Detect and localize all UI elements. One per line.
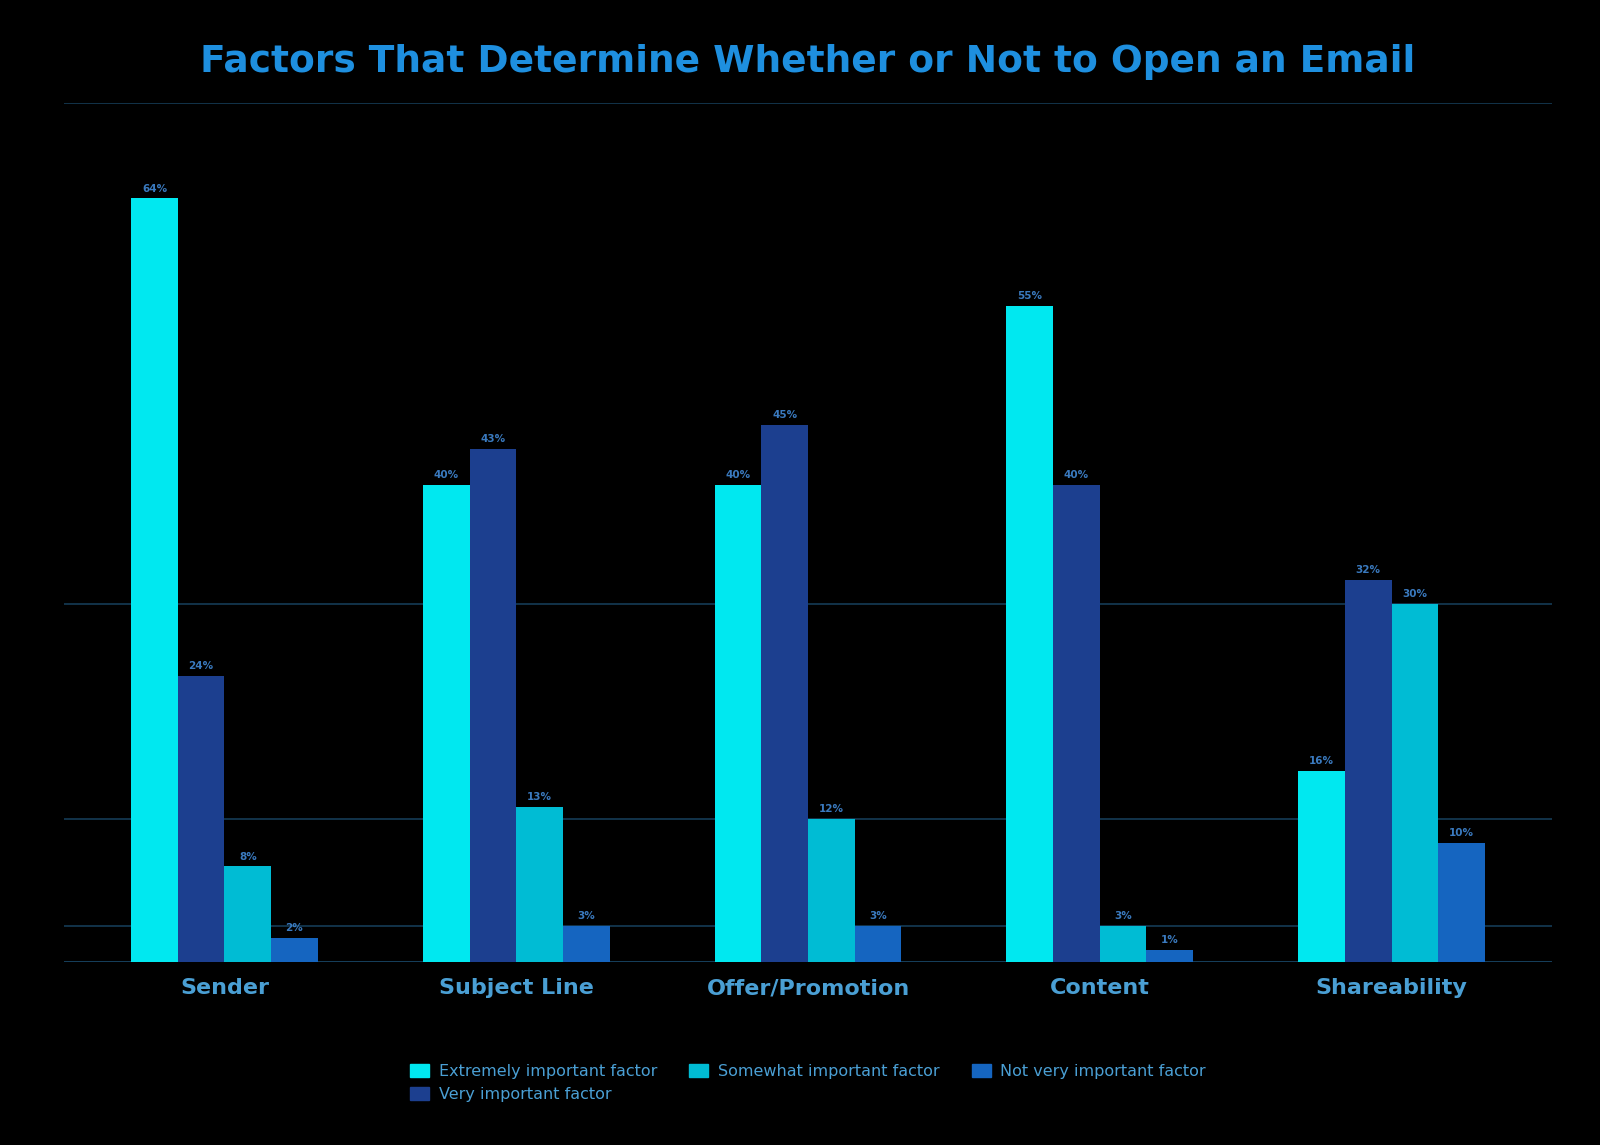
Bar	[854, 926, 901, 962]
Text: 55%: 55%	[1018, 291, 1042, 301]
Bar	[762, 425, 808, 962]
Bar	[422, 484, 469, 962]
Text: 40%: 40%	[725, 469, 750, 480]
Text: 40%: 40%	[434, 469, 459, 480]
Bar	[1099, 926, 1147, 962]
Bar	[1147, 950, 1194, 962]
Bar	[517, 807, 563, 962]
Text: 1%: 1%	[1162, 935, 1179, 945]
Bar	[1346, 581, 1392, 962]
Text: 8%: 8%	[238, 852, 256, 861]
Bar	[1006, 306, 1053, 962]
Text: 40%: 40%	[1064, 469, 1090, 480]
Text: 10%: 10%	[1450, 828, 1474, 838]
Bar	[1298, 771, 1346, 962]
Text: 64%: 64%	[142, 183, 166, 194]
Text: 24%: 24%	[189, 661, 214, 671]
Text: 32%: 32%	[1355, 566, 1381, 575]
Bar	[224, 867, 270, 962]
Text: 3%: 3%	[578, 911, 595, 922]
Legend: Extremely important factor, Very important factor, Somewhat important factor, No: Extremely important factor, Very importa…	[403, 1057, 1213, 1108]
Text: 13%: 13%	[526, 792, 552, 801]
Bar	[270, 938, 318, 962]
Text: 45%: 45%	[773, 410, 797, 420]
Text: 43%: 43%	[480, 434, 506, 444]
Text: 30%: 30%	[1402, 590, 1427, 599]
Bar	[1438, 843, 1485, 962]
Text: 2%: 2%	[286, 923, 304, 933]
Title: Factors That Determine Whether or Not to Open an Email: Factors That Determine Whether or Not to…	[200, 45, 1416, 80]
Text: 3%: 3%	[869, 911, 886, 922]
Bar	[1392, 605, 1438, 962]
Bar	[808, 819, 854, 962]
Bar	[178, 676, 224, 962]
Text: 16%: 16%	[1309, 756, 1334, 766]
Bar	[563, 926, 610, 962]
Bar	[469, 449, 517, 962]
Bar	[131, 198, 178, 962]
Bar	[1053, 484, 1099, 962]
Bar	[715, 484, 762, 962]
Text: 12%: 12%	[819, 804, 843, 814]
Text: 3%: 3%	[1114, 911, 1131, 922]
